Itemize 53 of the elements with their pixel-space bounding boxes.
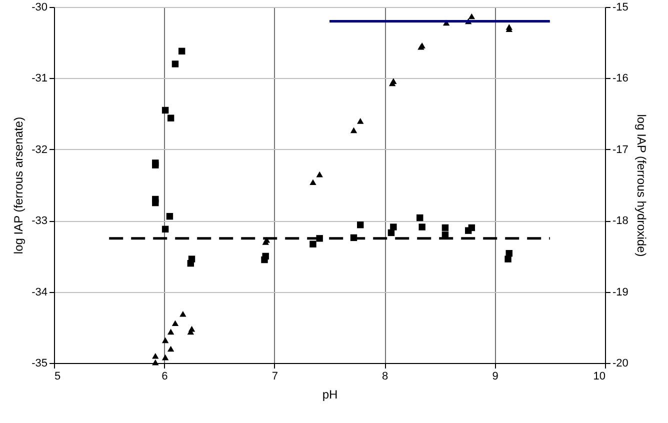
x-tick-label: 9 [492, 370, 498, 382]
point [167, 346, 174, 352]
y-tick-label: -35 [32, 358, 48, 370]
point [166, 212, 174, 220]
point [162, 226, 169, 232]
point [263, 236, 270, 243]
point [180, 310, 186, 317]
y2-tick-label: -18 [612, 215, 628, 228]
point [504, 256, 512, 262]
point [172, 320, 179, 326]
point [162, 354, 169, 360]
point [152, 359, 159, 366]
y-tick-label: -32 [32, 144, 48, 156]
point [357, 118, 364, 124]
y2-tick-label: -16 [612, 72, 628, 85]
point [152, 352, 159, 359]
y-tick-label: -34 [32, 286, 48, 298]
x-tick-label: 5 [54, 370, 61, 382]
y2-axis-title: log IAP (ferrous hydroxide) [634, 114, 648, 257]
y-tick-label: -31 [32, 72, 48, 85]
point [162, 106, 169, 114]
point [167, 328, 174, 335]
point [350, 127, 358, 134]
point [167, 114, 174, 122]
x-tick-label: 7 [272, 370, 278, 382]
x-tick-label: 10 [593, 370, 606, 382]
y-tick-label: -30 [32, 2, 48, 14]
point [468, 224, 476, 232]
point [310, 240, 316, 248]
point [390, 78, 397, 84]
point [187, 260, 194, 267]
point [172, 60, 179, 68]
y2-tick-label: -17 [612, 144, 628, 156]
y-axis-title: log IAP (ferrous arsenate) [12, 116, 26, 254]
point [152, 199, 159, 206]
y2-tick-label: -15 [612, 2, 628, 14]
point [162, 337, 169, 344]
point [357, 222, 364, 228]
y2-tick-label: -19 [612, 286, 628, 298]
x-tick-label: 8 [382, 370, 388, 382]
point [468, 13, 476, 20]
y2-tick-label: -20 [612, 358, 628, 370]
point [316, 171, 323, 178]
point [442, 224, 449, 232]
y-tick-label: -33 [32, 215, 48, 228]
point [310, 179, 316, 186]
point [418, 224, 426, 230]
point [261, 256, 268, 264]
x-axis-title: pH [322, 388, 338, 402]
point [390, 224, 397, 230]
point [416, 214, 424, 222]
point [178, 48, 186, 54]
x-tick-label: 6 [162, 370, 168, 382]
